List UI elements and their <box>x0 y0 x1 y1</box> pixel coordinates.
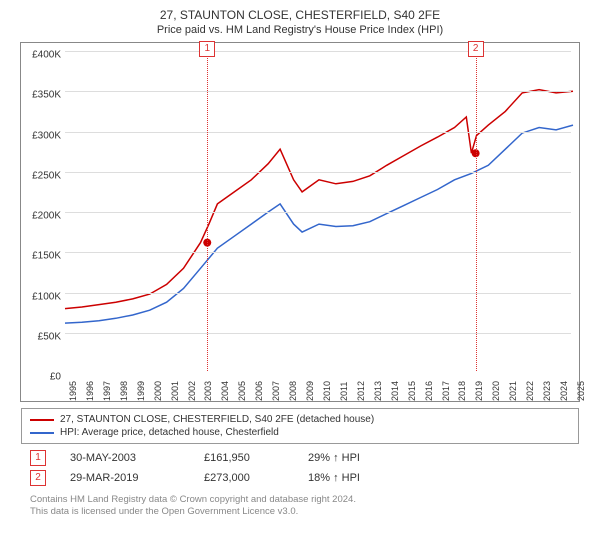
gridline <box>65 293 571 294</box>
footer-line: This data is licensed under the Open Gov… <box>30 506 570 518</box>
gridline <box>65 132 571 133</box>
plot-area <box>65 51 571 371</box>
x-axis-label: 2013 <box>373 381 383 401</box>
sale-price: £273,000 <box>204 472 284 484</box>
x-axis-label: 2004 <box>220 381 230 401</box>
footer-text: Contains HM Land Registry data © Crown c… <box>30 494 570 519</box>
sales-table: 1 30-MAY-2003 £161,950 29% ↑ HPI 2 29-MAR-201… <box>30 448 570 488</box>
x-axis-label: 2011 <box>339 382 349 401</box>
legend-swatch <box>30 419 54 421</box>
x-axis-label: 2024 <box>559 381 569 401</box>
legend-row: 27, STAUNTON CLOSE, CHESTERFIELD, S40 2F… <box>30 413 570 426</box>
sale-pct: 29% ↑ HPI <box>308 452 408 464</box>
sale-marker-line <box>207 51 208 371</box>
x-axis-label: 2017 <box>441 381 451 401</box>
x-axis-label: 2001 <box>170 381 180 401</box>
legend-label: 27, STAUNTON CLOSE, CHESTERFIELD, S40 2F… <box>60 414 374 425</box>
plot-svg <box>65 51 571 371</box>
x-axis-label: 2009 <box>305 381 315 401</box>
x-axis-label: 2003 <box>203 381 213 401</box>
x-axis-label: 2015 <box>407 381 417 401</box>
y-axis-label: £150K <box>23 251 61 262</box>
x-axis-label: 1999 <box>136 381 146 401</box>
x-axis-label: 2005 <box>237 381 247 401</box>
x-axis-label: 2002 <box>187 381 197 401</box>
x-axis-label: 2025 <box>576 381 586 401</box>
gridline <box>65 172 571 173</box>
sale-price: £161,950 <box>204 452 284 464</box>
x-axis-label: 1998 <box>119 381 129 401</box>
x-axis-label: 2023 <box>542 381 552 401</box>
sale-marker-line <box>476 51 477 371</box>
x-axis-label: 2012 <box>356 381 366 401</box>
y-axis-label: £200K <box>23 211 61 222</box>
y-axis-label: £50K <box>23 331 61 342</box>
sale-date: 30-MAY-2003 <box>70 452 180 464</box>
y-axis-label: £300K <box>23 130 61 141</box>
chart-area: £0 £50K £100K £150K £200K £250K £300K £350K £400… <box>20 42 580 402</box>
x-axis-label: 2018 <box>457 381 467 401</box>
legend-box: 27, STAUNTON CLOSE, CHESTERFIELD, S40 2F… <box>21 408 579 444</box>
x-axis-label: 1996 <box>85 381 95 401</box>
sale-date: 29-MAR-2019 <box>70 472 180 484</box>
gridline <box>65 333 571 334</box>
x-axis-label: 2021 <box>508 381 518 401</box>
x-axis-label: 2019 <box>474 381 484 401</box>
x-axis-label: 2008 <box>288 381 298 401</box>
legend-label: HPI: Average price, detached house, Ches… <box>60 427 279 438</box>
x-axis-label: 2020 <box>491 381 501 401</box>
gridline <box>65 51 571 52</box>
sale-num-box: 2 <box>30 470 46 486</box>
series-property <box>65 90 573 309</box>
y-axis-label: £0 <box>23 372 61 383</box>
y-axis-label: £250K <box>23 170 61 181</box>
gridline <box>65 91 571 92</box>
legend-swatch <box>30 432 54 434</box>
x-axis-label: 2014 <box>390 381 400 401</box>
sale-pct: 18% ↑ HPI <box>308 472 408 484</box>
x-axis-label: 1997 <box>102 381 112 401</box>
sale-marker-box: 1 <box>199 41 215 57</box>
y-axis-label: £400K <box>23 50 61 61</box>
x-axis-label: 2010 <box>322 381 332 401</box>
sale-num-box: 1 <box>30 450 46 466</box>
gridline <box>65 212 571 213</box>
x-axis-label: 1995 <box>68 381 78 401</box>
sale-marker-box: 2 <box>468 41 484 57</box>
footer-line: Contains HM Land Registry data © Crown c… <box>30 494 570 506</box>
x-axis-label: 2006 <box>254 381 264 401</box>
chart-container: 27, STAUNTON CLOSE, CHESTERFIELD, S40 2F… <box>0 0 600 560</box>
sale-row: 2 29-MAR-2019 £273,000 18% ↑ HPI <box>30 468 570 488</box>
gridline <box>65 252 571 253</box>
x-axis-label: 2000 <box>153 381 163 401</box>
chart-subtitle: Price paid vs. HM Land Registry's House … <box>10 24 590 36</box>
legend-row: HPI: Average price, detached house, Ches… <box>30 426 570 439</box>
y-axis-label: £350K <box>23 90 61 101</box>
sale-row: 1 30-MAY-2003 £161,950 29% ↑ HPI <box>30 448 570 468</box>
x-axis-label: 2007 <box>271 381 281 401</box>
x-axis-label: 2016 <box>424 381 434 401</box>
x-axis-label: 2022 <box>525 381 535 401</box>
y-axis-label: £100K <box>23 291 61 302</box>
chart-title: 27, STAUNTON CLOSE, CHESTERFIELD, S40 2F… <box>10 8 590 22</box>
